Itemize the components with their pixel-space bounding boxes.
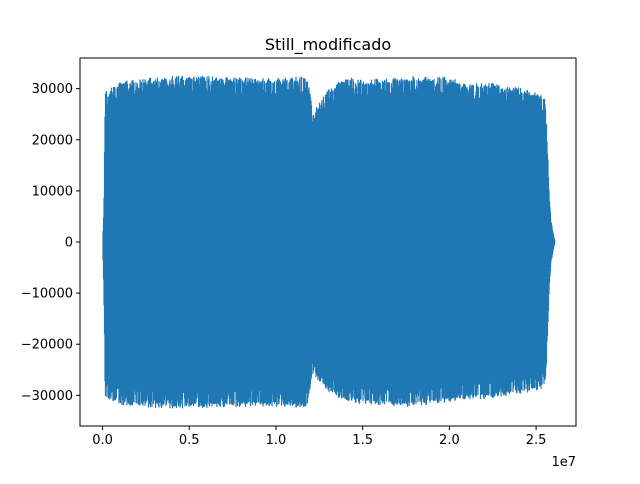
x-tick-label: 2.5 bbox=[526, 433, 547, 448]
y-tick-label: −30000 bbox=[21, 389, 73, 404]
waveform-fill bbox=[102, 91, 556, 393]
y-tick-label: 10000 bbox=[32, 184, 73, 199]
x-tick-label: 2.0 bbox=[439, 433, 460, 448]
waveform-series bbox=[102, 75, 556, 409]
y-tick-label: 0 bbox=[65, 236, 73, 251]
plot-area bbox=[102, 75, 556, 409]
x-tick-label: 0.5 bbox=[179, 433, 200, 448]
x-tick-label: 1.0 bbox=[266, 433, 287, 448]
y-tick-label: −20000 bbox=[21, 338, 73, 353]
x-tick-label: 1.5 bbox=[352, 433, 373, 448]
y-tick-label: −10000 bbox=[21, 287, 73, 302]
y-tick-label: 30000 bbox=[32, 82, 73, 97]
chart-title: Still_modificado bbox=[265, 35, 391, 55]
x-tick-label: 0.0 bbox=[92, 433, 113, 448]
x-axis-offset-label: 1e7 bbox=[551, 455, 576, 470]
axes: 0.0 0.5 1.0 1.5 2.0 2.5 −30000 −20000 −10000 0 100… bbox=[21, 57, 577, 448]
y-tick-label: 20000 bbox=[32, 133, 73, 148]
